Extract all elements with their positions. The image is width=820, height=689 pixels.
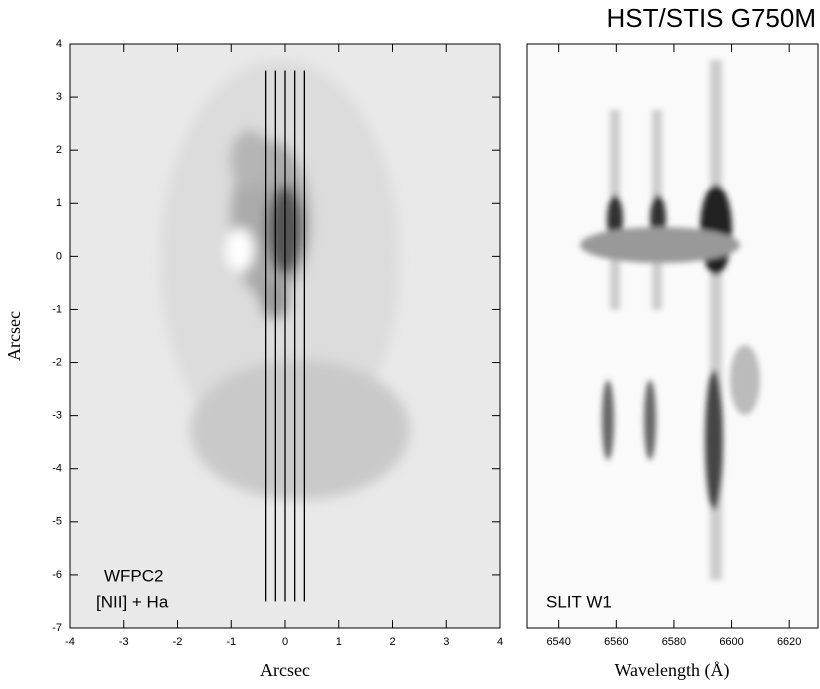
x-tick-label: 2 bbox=[389, 636, 395, 648]
x-label: Wavelength (Å) bbox=[614, 660, 729, 681]
x-tick-label: 6580 bbox=[662, 636, 686, 648]
x-tick-label: 6560 bbox=[604, 636, 628, 648]
y-tick-label: -3 bbox=[52, 410, 62, 422]
x-tick-label: 1 bbox=[336, 636, 342, 648]
x-tick-label: 0 bbox=[282, 636, 288, 648]
title: HST/STIS G750M bbox=[607, 3, 817, 33]
y-tick-label: 4 bbox=[56, 38, 62, 50]
y-tick-label: -4 bbox=[52, 463, 62, 475]
right-frame bbox=[526, 43, 819, 629]
y-tick-label: -1 bbox=[52, 303, 62, 315]
y-tick-label: 2 bbox=[56, 144, 62, 156]
y-tick-label: -6 bbox=[52, 569, 62, 581]
y-tick-label: 1 bbox=[56, 197, 62, 209]
x-tick-label: 6620 bbox=[777, 636, 801, 648]
spectrum-image bbox=[527, 44, 818, 628]
y-tick-label: 3 bbox=[56, 91, 62, 103]
x-tick-label: 6600 bbox=[719, 636, 743, 648]
x-label: Arcsec bbox=[260, 660, 310, 680]
y-tick-label: -5 bbox=[52, 516, 62, 528]
x-tick-label: -3 bbox=[119, 636, 129, 648]
x-tick-label: 6540 bbox=[546, 636, 570, 648]
annotation: SLIT W1 bbox=[546, 592, 612, 611]
x-tick-label: -4 bbox=[65, 636, 75, 648]
y-label: Arcsec bbox=[4, 311, 24, 361]
annotation: [NII] + Ha bbox=[96, 592, 169, 611]
y-tick-label: 0 bbox=[56, 250, 62, 262]
y-tick-label: -7 bbox=[52, 622, 62, 634]
y-tick-label: -2 bbox=[52, 356, 62, 368]
annotation: WFPC2 bbox=[104, 566, 164, 585]
x-tick-label: 4 bbox=[497, 636, 503, 648]
x-tick-label: -1 bbox=[226, 636, 236, 648]
x-tick-label: -2 bbox=[173, 636, 183, 648]
x-tick-label: 3 bbox=[443, 636, 449, 648]
